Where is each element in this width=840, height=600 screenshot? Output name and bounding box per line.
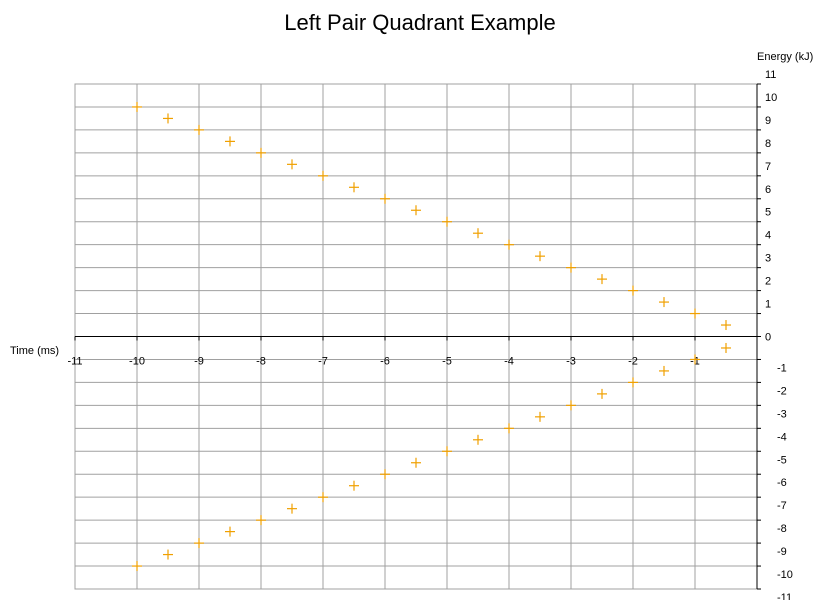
data-point [380,469,390,480]
data-point [318,492,328,503]
data-point [566,400,576,411]
y-axis-label: Energy (kJ) [757,51,813,63]
data-point [442,446,452,457]
x-tick-label: -4 [504,356,514,368]
data-point [597,274,607,285]
data-point [380,193,390,204]
y-tick-label: 6 [765,184,771,196]
x-tick-label: -8 [256,356,266,368]
data-point [504,423,514,434]
y-tick-label: 9 [765,115,771,127]
x-tick-label: -9 [194,356,204,368]
data-point [411,457,421,468]
y-tick-label: -7 [777,500,787,512]
data-point [256,515,266,526]
x-tick-label: -6 [380,356,390,368]
data-point [473,434,483,445]
data-point [659,297,669,308]
data-point [566,262,576,273]
data-point [597,388,607,399]
x-tick-label: -7 [318,356,328,368]
y-tick-label: -3 [777,408,787,420]
data-point [442,216,452,227]
data-point [132,101,142,112]
data-point [690,308,700,319]
y-tick-label: 7 [765,161,771,173]
y-tick-label: -11 [777,592,792,600]
data-point [473,228,483,239]
y-tick-label: -2 [777,385,787,397]
y-tick-label: -6 [777,477,787,489]
data-point [411,205,421,216]
x-tick-label: -2 [628,356,638,368]
y-tick-label: -4 [777,431,787,443]
data-point [690,354,700,365]
y-tick-label: 2 [765,276,771,288]
axes [74,83,761,590]
data-point [132,561,142,572]
y-tick-label: 4 [765,230,771,242]
data-point [535,251,545,262]
data-point [225,526,235,537]
tick-labels: -11 -10 -9 -8 -7 -6 -5 -4 -3 -2 -1 -11 -10 -9 -8 -7 -6 -5… [67,69,792,600]
y-tick-label: -10 [777,569,793,581]
data-point [194,538,204,549]
data-point [287,503,297,514]
data-point [628,285,638,296]
y-tick-label: 3 [765,253,771,265]
x-tick-label: -11 [67,356,82,368]
data-point [504,239,514,250]
y-tick-label: 1 [765,299,771,311]
data-point [628,377,638,388]
y-tick-label: 0 [765,332,771,344]
y-tick-label: -5 [777,454,787,466]
data-point [225,136,235,147]
y-tick-label: 5 [765,207,771,219]
y-tick-label: 8 [765,138,771,150]
x-tick-label: -3 [566,356,576,368]
data-point [318,170,328,181]
data-points [132,101,731,572]
data-point [256,147,266,158]
y-tick-label: -9 [777,546,787,558]
data-point [721,320,731,331]
x-tick-label: -10 [129,356,145,368]
data-point [287,159,297,170]
chart-title: Left Pair Quadrant Example [284,10,556,35]
data-point [659,365,669,376]
y-tick-label: 10 [765,92,777,104]
x-axis-label: Time (ms) [10,345,59,357]
data-point [535,411,545,422]
x-tick-label: -5 [442,356,452,368]
y-tick-label: -8 [777,523,787,535]
data-point [194,124,204,135]
y-tick-label: -1 [777,362,787,374]
data-point [349,182,359,193]
data-point [721,342,731,353]
y-tick-label: 11 [765,69,776,81]
data-point [163,549,173,560]
data-point [349,480,359,491]
data-point [163,113,173,124]
